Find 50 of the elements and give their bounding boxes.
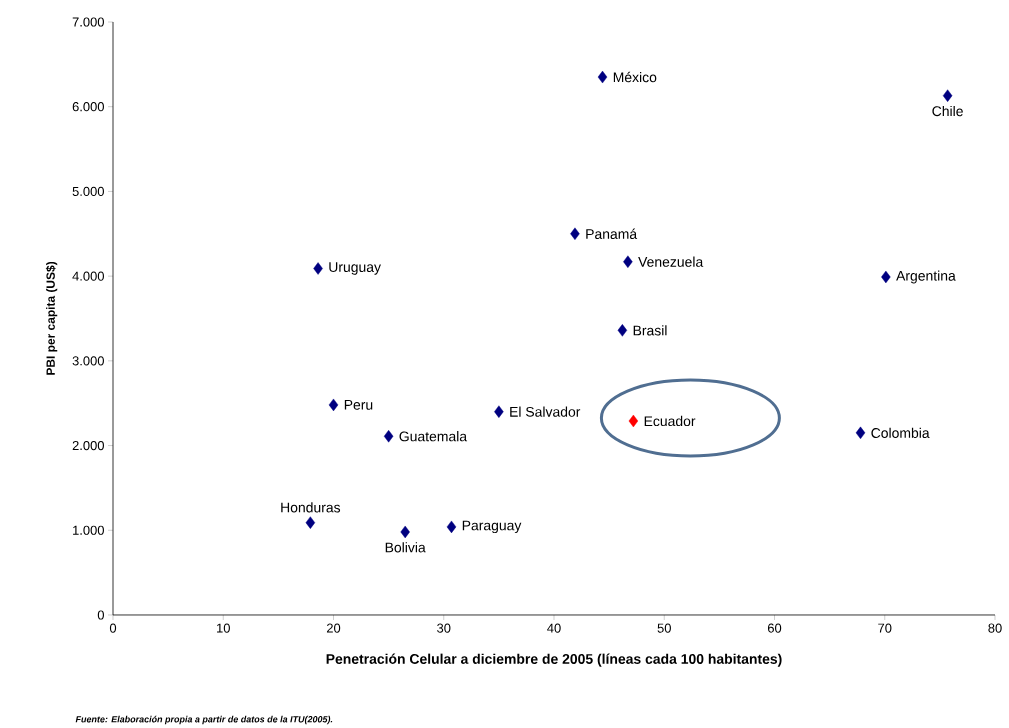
y-tick-label: 7.000 <box>72 17 104 27</box>
x-tick-label: 10 <box>217 623 230 633</box>
annotation: Brasil <box>633 325 667 336</box>
y-tick-label: 5.000 <box>72 186 104 196</box>
y-tick-label: 4.000 <box>72 271 104 281</box>
point <box>617 324 628 337</box>
annotation: Colombia <box>871 427 930 438</box>
x-tick-label: 80 <box>988 623 1002 633</box>
point <box>881 270 891 284</box>
y-axis-title: PBI per capita (US$) <box>45 261 58 375</box>
annotation: México <box>613 71 657 83</box>
point <box>494 405 504 418</box>
annotation: Uruguay <box>329 262 381 275</box>
point <box>383 430 394 443</box>
point <box>400 525 410 539</box>
point <box>597 70 608 84</box>
annotation: Honduras <box>281 502 341 513</box>
y-tick-label: 6.000 <box>72 102 104 112</box>
annotation: Panamá <box>586 228 638 239</box>
annotation: Peru <box>344 400 373 410</box>
x-tick-label: 50 <box>657 623 671 633</box>
annotation: El Salvador <box>510 406 581 417</box>
x-tick-label: 70 <box>878 623 892 633</box>
y-tick-label: 1.000 <box>73 525 104 535</box>
annotation: Guatemala <box>399 431 468 442</box>
annotation: Paraguay <box>462 520 522 534</box>
point <box>313 262 323 275</box>
y-tick-label: 3.000 <box>72 356 104 366</box>
x-axis-title: Penetración Celular a diciembre de 2005 (líneas cada 100 habitantes) <box>326 653 782 667</box>
y-tick-label: 0 <box>97 610 104 620</box>
point <box>628 414 639 428</box>
x-tick-label: 0 <box>109 623 117 633</box>
annotation: Venezuela <box>638 256 704 267</box>
point <box>328 398 339 412</box>
annotation: Argentina <box>896 270 956 284</box>
point <box>305 516 316 529</box>
point <box>942 89 953 102</box>
source-note: Fuente: Elaboración propia a partir de datos de la ITU(2005). <box>75 715 333 725</box>
x-tick-label: 20 <box>326 623 341 633</box>
point <box>623 255 633 268</box>
annotation: Bolivia <box>385 542 426 553</box>
annotation: Ecuador <box>644 415 696 427</box>
x-tick-label: 40 <box>547 623 561 633</box>
x-tick-label: 60 <box>767 623 782 633</box>
x-tick-label: 30 <box>437 623 451 633</box>
y-tick-label: 2.000 <box>72 440 104 451</box>
point <box>570 227 580 240</box>
annotation: Chile <box>932 105 963 117</box>
point <box>855 426 866 440</box>
point <box>446 520 457 534</box>
